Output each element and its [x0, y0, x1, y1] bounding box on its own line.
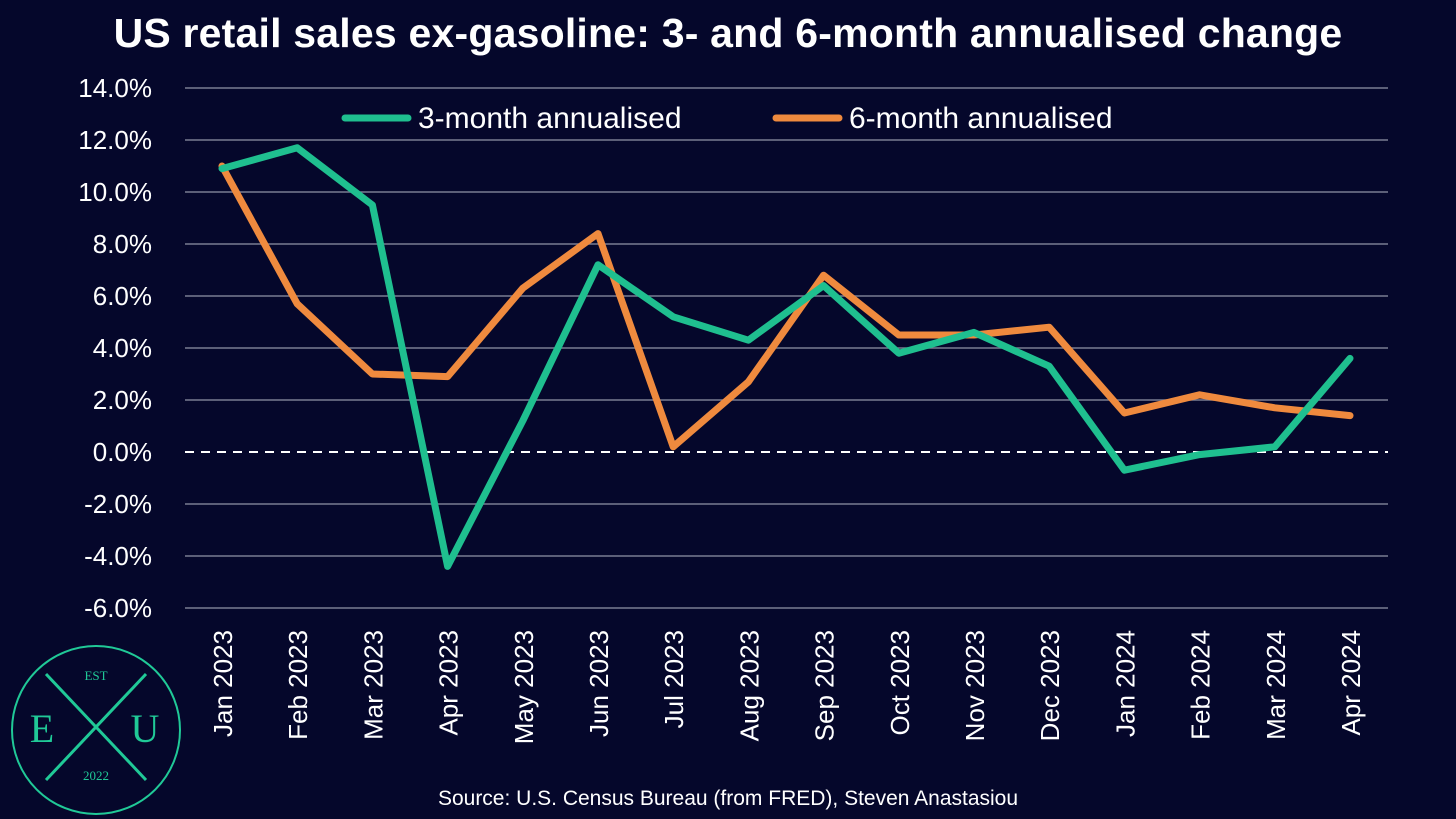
- y-tick-label: 12.0%: [78, 125, 152, 155]
- y-tick-label: 2.0%: [93, 385, 152, 415]
- legend-label: 6-month annualised: [849, 102, 1113, 135]
- y-tick-label: 8.0%: [93, 229, 152, 259]
- x-tick-label: Feb 2024: [1186, 630, 1216, 740]
- y-tick-label: -6.0%: [84, 593, 152, 623]
- y-tick-label: 14.0%: [78, 73, 152, 103]
- y-tick-label: -4.0%: [84, 541, 152, 571]
- y-tick-label: 4.0%: [93, 333, 152, 363]
- logo-cross-line: [44, 672, 148, 782]
- x-tick-label: Aug 2023: [734, 630, 764, 741]
- logo-letter-e: E: [30, 706, 54, 751]
- logo: EST E U 2022: [11, 645, 181, 815]
- series-line-3-month: [218, 144, 1354, 570]
- x-tick-label: May 2023: [509, 630, 539, 744]
- y-tick-label: 6.0%: [93, 281, 152, 311]
- x-tick-label: Apr 2024: [1336, 630, 1366, 736]
- logo-ring: [11, 645, 181, 815]
- x-tick-label: Jul 2023: [659, 630, 689, 728]
- legend-label: 3-month annualised: [418, 102, 682, 135]
- x-tick-label: Mar 2023: [358, 630, 388, 740]
- source-note: Source: U.S. Census Bureau (from FRED), …: [437, 787, 1019, 810]
- legend: 3-month annualised 6-month annualised: [341, 102, 1113, 135]
- x-tick-label: Oct 2023: [885, 630, 915, 736]
- y-tick-label: -2.0%: [84, 489, 152, 519]
- logo-letter-u: U: [131, 706, 160, 751]
- x-tick-label: Apr 2023: [434, 630, 464, 736]
- x-tick-label: Jun 2023: [584, 630, 614, 737]
- y-tick-label: 10.0%: [78, 177, 152, 207]
- x-tick-label: Mar 2024: [1261, 630, 1291, 740]
- logo-est-text: EST: [84, 668, 107, 683]
- series-lines: [218, 144, 1354, 570]
- x-tick-label: Feb 2023: [283, 630, 313, 740]
- chart-title: US retail sales ex-gasoline: 3- and 6-mo…: [113, 10, 1343, 56]
- logo-year-text: 2022: [83, 768, 109, 783]
- y-tick-label: 0.0%: [93, 437, 152, 467]
- x-tick-label: Sep 2023: [810, 630, 840, 741]
- grid-lines: [185, 87, 1388, 609]
- x-tick-label: Jan 2023: [208, 630, 238, 737]
- x-tick-label: Nov 2023: [960, 630, 990, 741]
- x-tick-label: Dec 2023: [1035, 630, 1065, 741]
- x-axis-tick-labels: Jan 2023 Feb 2023 Mar 2023 Apr 2023 May 2023…: [208, 630, 1366, 744]
- x-tick-label: Jan 2024: [1110, 630, 1140, 737]
- y-axis-tick-labels: 14.0% 12.0% 10.0% 8.0% 6.0% 4.0% 2.0% 0.0% -2.0%…: [78, 73, 152, 623]
